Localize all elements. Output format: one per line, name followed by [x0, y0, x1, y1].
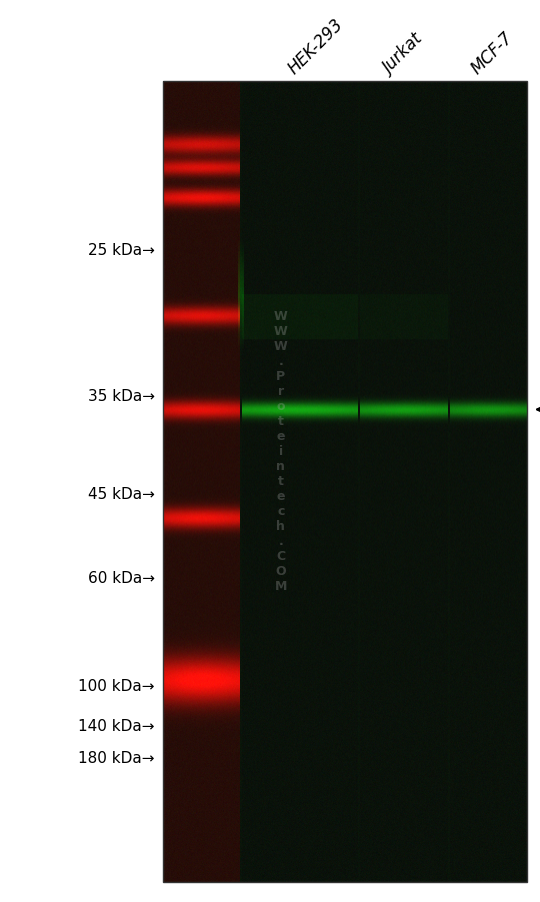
Text: 180 kDa→: 180 kDa→ — [78, 750, 155, 766]
Text: 60 kDa→: 60 kDa→ — [88, 570, 155, 585]
Text: HEK-293: HEK-293 — [285, 15, 347, 78]
Text: MCF-7: MCF-7 — [468, 29, 517, 78]
Text: 100 kDa→: 100 kDa→ — [78, 678, 155, 694]
Text: 140 kDa→: 140 kDa→ — [78, 719, 155, 733]
Text: 45 kDa→: 45 kDa→ — [88, 486, 155, 502]
Text: Jurkat: Jurkat — [380, 31, 427, 78]
Text: 35 kDa→: 35 kDa→ — [88, 389, 155, 404]
Text: W
W
W
.
P
r
o
t
e
i
n
t
e
c
h
.
C
O
M: W W W . P r o t e i n t e c h . C O M — [274, 309, 288, 593]
Bar — [163, 82, 527, 882]
Text: 25 kDa→: 25 kDa→ — [88, 243, 155, 257]
